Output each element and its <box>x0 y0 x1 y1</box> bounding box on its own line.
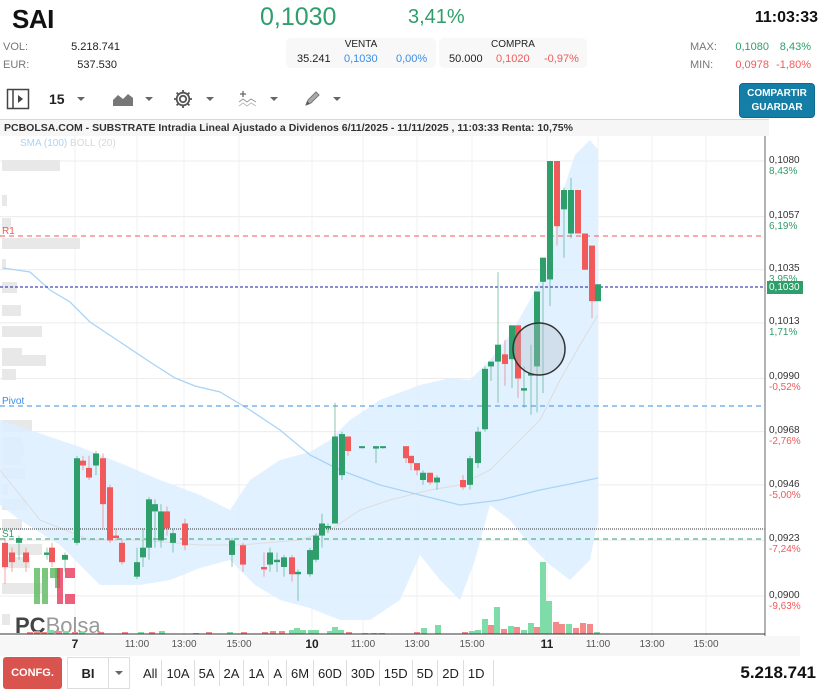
svg-text:Pivot: Pivot <box>2 396 24 407</box>
chevron-down-icon <box>145 97 153 101</box>
eur-value: 537.530 <box>77 59 117 71</box>
volume-value: 5.218.741 <box>71 41 120 53</box>
range-button-15d[interactable]: 15D <box>378 660 412 686</box>
venta-box: VENTA 35.241 0,1030 0,00% <box>286 38 436 68</box>
drawing-tools-select[interactable] <box>303 88 341 110</box>
range-button-1d[interactable]: 1D <box>462 660 494 686</box>
volume-label: VOL: <box>3 41 29 53</box>
price-axis-label: 0,0946 -5,00% <box>769 479 801 501</box>
settings-gear-icon <box>174 90 192 108</box>
venta-title: VENTA <box>344 39 378 50</box>
time-axis-label: 7 <box>71 637 79 651</box>
share-save-button[interactable]: COMPARTIR GUARDAR <box>739 83 815 118</box>
price-axis-label: 0,0923 -7,24% <box>769 533 801 555</box>
change-percent: 3,41% <box>408 6 465 28</box>
min-pct: -1,80% <box>776 59 811 71</box>
share-label: COMPARTIR <box>747 88 807 99</box>
interval-select[interactable]: 15 <box>49 88 85 110</box>
min-price: 0,0978 <box>735 59 769 71</box>
time-axis-label: 11:00 <box>585 639 611 650</box>
svg-text:PCBolsa: PCBolsa <box>15 613 101 636</box>
price-axis-label: 0,1057 6,19% <box>769 210 800 232</box>
chart-legend: SMA (100) BOLL (20) <box>20 138 116 149</box>
config-button[interactable]: CONFG. <box>3 657 62 689</box>
chart-type-icon <box>113 94 133 106</box>
last-price: 0,1030 <box>260 3 337 31</box>
min-label: MIN: <box>690 59 714 71</box>
chevron-down-icon <box>206 97 214 101</box>
chart-title: PCBOLSA.COM - SUBSTRATE Intradia Lineal … <box>0 119 769 136</box>
time-axis-label: 10 <box>305 637 319 651</box>
max-pct: 8,43% <box>779 41 811 53</box>
price-axis-label: 0,0900 -9,63% <box>769 590 801 612</box>
compra-box: COMPRA 50.000 0,1020 -0,97% <box>439 38 587 68</box>
current-price-tag: 0,1030 <box>767 281 803 294</box>
venta-pct: 0,00% <box>396 53 428 65</box>
time-axis: 7 11:00 13:00 15:00 10 11:00 13:00 15:00 11 11:00… <box>0 636 800 656</box>
price-axis-label: 0,1035 3,95% <box>769 263 800 285</box>
indicators-select[interactable] <box>238 88 278 110</box>
max-label: MAX: <box>690 41 717 53</box>
chevron-down-icon <box>270 97 278 101</box>
scale-select[interactable]: BI <box>67 657 130 689</box>
price-axis-label: 0,0968 -2,76% <box>769 425 801 447</box>
range-button-1a[interactable]: 1A <box>243 660 268 686</box>
time-axis-label: 11 <box>540 637 554 651</box>
ticker-symbol: SAI <box>12 4 54 34</box>
range-button-2a[interactable]: 2A <box>218 660 244 686</box>
compra-price: 0,1020 <box>496 53 530 65</box>
chevron-down-icon <box>333 97 341 101</box>
drawing-pencil-icon <box>305 91 320 106</box>
max-price: 0,1080 <box>735 41 769 53</box>
time-axis-label: 11:00 <box>350 639 376 650</box>
range-button-60d[interactable]: 60D <box>313 660 346 686</box>
time-axis-label: 13:00 <box>171 639 197 650</box>
interval-value: 15 <box>49 91 65 107</box>
compra-pct: -0,97% <box>544 53 579 65</box>
time-axis-label: 15:00 <box>226 639 252 650</box>
svg-text:R1: R1 <box>2 226 15 237</box>
bottom-bar: CONFG. BI All 10A 5A 2A 1A A 6M 60D 30D 15D 5D 2D 1D… <box>0 656 830 693</box>
time-axis-label: 15:00 <box>693 639 719 650</box>
time-axis-label: 13:00 <box>404 639 430 650</box>
venta-qty: 35.241 <box>297 53 331 65</box>
save-label: GUARDAR <box>751 102 803 113</box>
price-chart[interactable]: R1 Pivot S1 PCBolsa <box>0 136 830 636</box>
panel-toggle-icon <box>6 88 30 110</box>
eur-label: EUR: <box>3 59 30 71</box>
chart-type-select[interactable] <box>113 88 153 110</box>
volume-total: 5.218.741 <box>740 663 816 682</box>
range-button-5d[interactable]: 5D <box>411 660 438 686</box>
range-button-2d[interactable]: 2D <box>437 660 463 686</box>
price-axis-label: 0,1013 1,71% <box>769 316 800 338</box>
range-button-a[interactable]: A <box>268 660 286 686</box>
price-axis-label: 0,0990 -0,52% <box>769 371 801 393</box>
panel-toggle-button[interactable] <box>6 88 30 110</box>
range-button-5a[interactable]: 5A <box>193 660 219 686</box>
compra-qty: 50.000 <box>449 53 483 65</box>
range-button-all[interactable]: All <box>143 665 158 681</box>
time-axis-label: 11:00 <box>124 639 150 650</box>
chart-toolbar: 15 <box>0 82 830 116</box>
scale-value: BI <box>68 658 109 688</box>
settings-select[interactable] <box>172 88 214 110</box>
range-selector: All 10A 5A 2A 1A A 6M 60D 30D 15D 5D 2D 1D <box>137 660 494 686</box>
time-axis-label: 13:00 <box>639 639 665 650</box>
compra-title: COMPRA <box>491 39 535 50</box>
svg-text:S1: S1 <box>2 529 15 540</box>
legend-sma[interactable]: SMA (100) <box>20 138 68 149</box>
chevron-down-icon <box>115 671 123 675</box>
quote-header: SAI 0,1030 3,41% 11:03:33 VOL: 5.218.741… <box>0 0 830 78</box>
venta-price: 0,1030 <box>344 53 378 65</box>
range-button-6m[interactable]: 6M <box>285 660 313 686</box>
quote-time: 11:03:33 <box>754 9 818 26</box>
time-axis-label: 15:00 <box>459 639 485 650</box>
range-button-10a[interactable]: 10A <box>161 660 193 686</box>
scale-dropdown-button[interactable] <box>109 658 129 688</box>
legend-boll[interactable]: BOLL (20) <box>70 138 116 149</box>
price-axis-label: 0,1080 8,43% <box>769 155 800 177</box>
range-button-30d[interactable]: 30D <box>345 660 379 686</box>
indicators-icon <box>238 91 257 107</box>
chevron-down-icon <box>76 97 85 101</box>
